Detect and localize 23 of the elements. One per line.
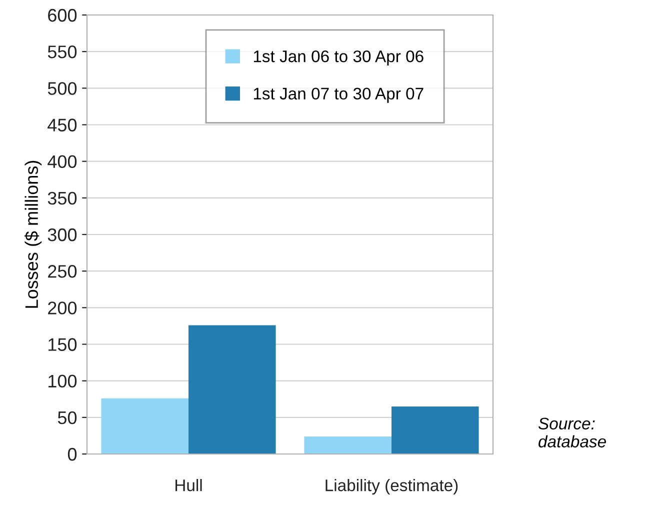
- bar: [304, 436, 392, 454]
- bar: [188, 325, 276, 454]
- y-tick-label: 50: [58, 411, 77, 424]
- y-tick-label: 250: [48, 265, 77, 278]
- y-tick-label: 200: [48, 302, 77, 314]
- bar: [101, 398, 188, 454]
- y-axis-title: Losses ($ millions): [24, 160, 42, 308]
- y-tick-label: 550: [48, 46, 77, 58]
- y-tick-label: 350: [48, 192, 77, 205]
- y-tick-label: 300: [48, 228, 77, 242]
- x-tick-label: Liability (estimate): [326, 479, 458, 495]
- y-tick-label: 0: [68, 448, 77, 461]
- y-tick-label: 100: [48, 374, 77, 388]
- y-tick-label: 600: [48, 8, 77, 22]
- bar: [392, 406, 479, 454]
- x-tick-label: Hull: [176, 479, 202, 492]
- y-tick-label: 150: [48, 338, 77, 351]
- y-tick-label: 400: [48, 155, 77, 168]
- y-tick-label: 450: [48, 118, 77, 132]
- y-tick-label: 500: [48, 82, 77, 95]
- source-note: Source: database: [538, 418, 606, 448]
- legend-label: 1st Jan 06 to 30 Apr 06: [254, 50, 424, 66]
- legend-label: 1st Jan 07 to 30 Apr 07: [254, 88, 424, 103]
